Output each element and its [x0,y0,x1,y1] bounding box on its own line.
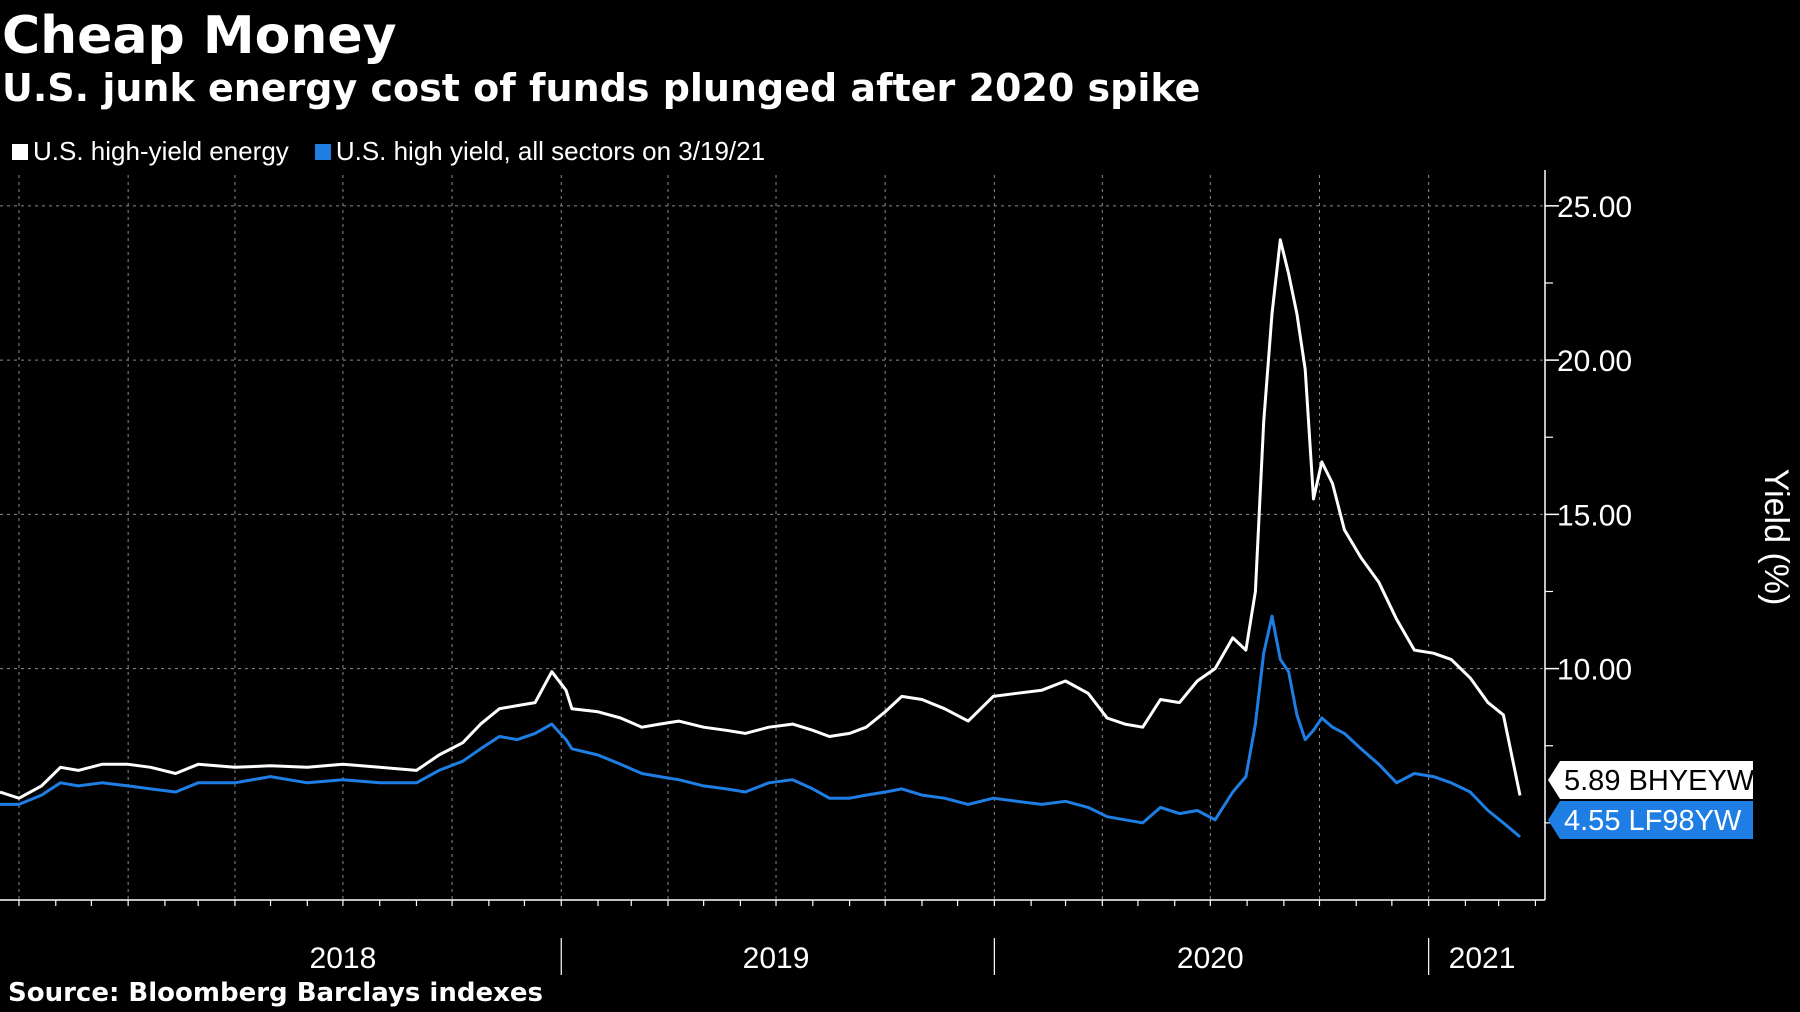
legend-label-energy: U.S. high-yield energy [33,136,289,166]
legend-label-all-sectors: U.S. high yield, all sectors on 3/19/21 [335,136,766,166]
legend-swatch-all-sectors [314,143,331,160]
series-line-energy [0,238,1522,800]
legend-swatch-energy [12,143,28,160]
source-note: Source: Bloomberg Barclays indexes [8,978,543,1008]
last-value-tag-all-sectors [1548,801,1753,839]
last-value-label-energy: 5.89 BHYEYW [1564,765,1755,797]
chart-subtitle: U.S. junk energy cost of funds plunged a… [2,66,1201,110]
y-tick-label: 10.00 [1557,654,1632,687]
y-tick-label: 20.00 [1557,345,1632,378]
last-value-label-all-sectors: 4.55 LF98YW [1564,805,1742,837]
legend-item-energy: U.S. high-yield energy [12,136,289,167]
x-year-label: 2018 [310,942,377,975]
x-year-label: 2021 [1449,942,1516,975]
x-year-label: 2019 [743,942,810,975]
series-line-all-sectors [0,614,1521,838]
legend-item-all-sectors: U.S. high yield, all sectors on 3/19/21 [314,136,766,167]
chart-title: Cheap Money [2,6,397,66]
y-axis-title: Yield (%) [1757,469,1795,606]
y-tick-label: 25.00 [1557,191,1632,224]
last-value-tag-energy [1548,761,1753,799]
x-year-label: 2020 [1177,942,1244,975]
legend: U.S. high-yield energy U.S. high yield, … [12,136,765,167]
y-tick-label: 15.00 [1557,499,1632,532]
